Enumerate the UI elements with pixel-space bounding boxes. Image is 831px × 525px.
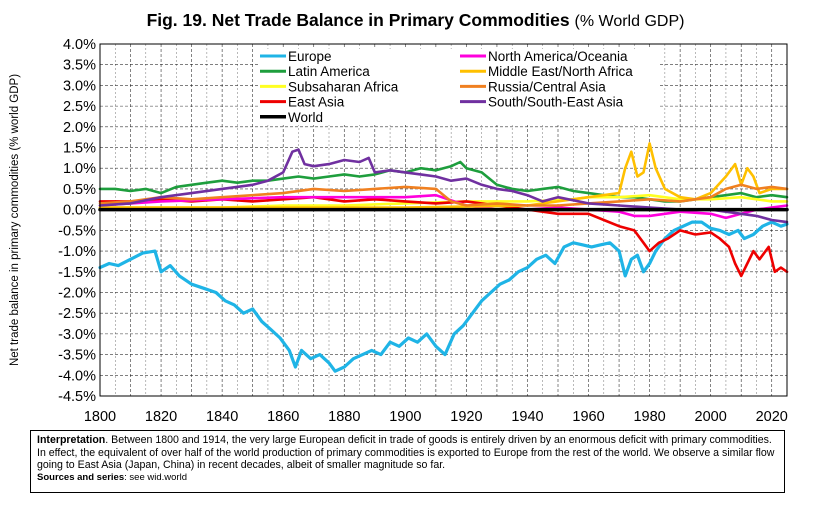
y-tick-label: -1.5%	[58, 265, 96, 281]
y-tick-label: -2.0%	[58, 285, 96, 301]
plot-border	[99, 43, 788, 397]
interpretation-label: Interpretation	[37, 434, 106, 446]
y-axis-title: Net trade balance in primary commodities…	[9, 74, 21, 366]
chart-title: Fig. 19. Net Trade Balance in Primary Co…	[0, 10, 831, 31]
series-line-east-asia	[98, 195, 789, 278]
legend-label: Europe	[288, 49, 332, 64]
legend-label: Latin America	[288, 64, 370, 79]
y-tick-label: 4.0%	[63, 37, 96, 53]
interpretation-box: Interpretation. Between 1800 and 1914, t…	[30, 430, 785, 493]
legend-label: East Asia	[288, 95, 345, 110]
chart-title-sub: (% World GDP)	[574, 13, 685, 30]
legend-label: North America/Oceania	[488, 49, 628, 64]
x-tick-label: 1800	[84, 409, 116, 425]
x-tick-label: 1920	[450, 409, 482, 425]
y-tick-label: 0.5%	[63, 182, 96, 198]
x-tick-label: 1860	[267, 409, 299, 425]
y-tick-label: -1.0%	[58, 244, 96, 260]
legend-label: Subsaharan Africa	[288, 79, 399, 94]
x-tick-label: 1880	[328, 409, 360, 425]
series-line-russia-central-asia	[98, 183, 789, 207]
x-tick-label: 2000	[695, 409, 727, 425]
y-tick-label: -3.5%	[58, 348, 96, 364]
chart-title-main: Fig. 19. Net Trade Balance in Primary Co…	[146, 10, 570, 30]
x-tick-label: 1900	[389, 409, 421, 425]
series-line-europe	[98, 220, 789, 373]
x-tick-label: 1840	[206, 409, 238, 425]
sources-label: Sources and series	[37, 471, 125, 483]
sources-text: : see wid.world	[124, 471, 187, 483]
y-tick-label: -2.5%	[58, 306, 96, 322]
legend-label: South/South-East Asia	[488, 95, 624, 110]
y-tick-label: 1.5%	[63, 141, 96, 157]
y-tick-label: 1.0%	[63, 161, 96, 177]
y-tick-label: -4.0%	[58, 368, 96, 384]
y-tick-label: -0.5%	[58, 223, 96, 239]
y-tick-label: 3.0%	[63, 78, 96, 94]
x-tick-label: 1960	[572, 409, 604, 425]
y-tick-label: 3.5%	[63, 58, 96, 74]
x-tick-label: 1980	[633, 409, 665, 425]
y-tick-label: 2.5%	[63, 99, 96, 115]
series-line-middle-east-north-africa	[98, 142, 789, 209]
legend-label: World	[288, 110, 323, 125]
y-tick-label: 2.0%	[63, 120, 96, 136]
x-tick-label: 1940	[511, 409, 543, 425]
interpretation-text: . Between 1800 and 1914, the very large …	[37, 434, 775, 472]
x-tick-label: 1820	[145, 409, 177, 425]
legend-label: Russia/Central Asia	[488, 79, 606, 94]
legend-label: Middle East/North Africa	[488, 64, 633, 79]
x-tick-label: 2020	[756, 409, 788, 425]
y-tick-label: -4.5%	[58, 389, 96, 405]
legend-box	[258, 49, 658, 125]
y-tick-label: -3.0%	[58, 327, 96, 343]
y-tick-label: 0.0%	[63, 203, 96, 219]
